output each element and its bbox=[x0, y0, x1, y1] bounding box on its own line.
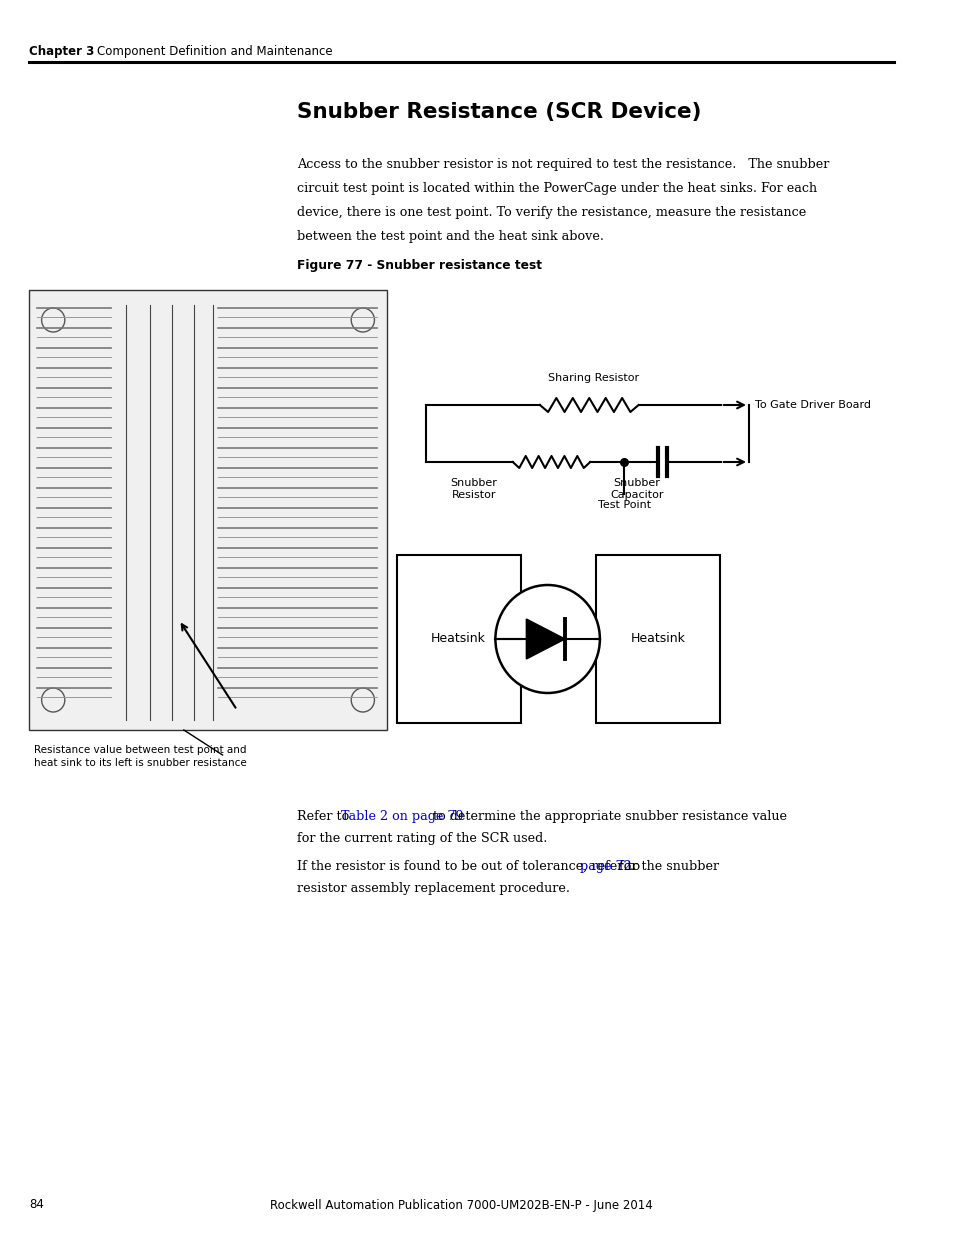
Text: Access to the snubber resistor is not required to test the resistance.   The snu: Access to the snubber resistor is not re… bbox=[296, 158, 828, 170]
Text: for the current rating of the SCR used.: for the current rating of the SCR used. bbox=[296, 832, 547, 845]
Text: If the resistor is found to be out of tolerance, refer to: If the resistor is found to be out of to… bbox=[296, 860, 643, 873]
Text: between the test point and the heat sink above.: between the test point and the heat sink… bbox=[296, 230, 603, 243]
Text: for the snubber: for the snubber bbox=[614, 860, 718, 873]
Text: 84: 84 bbox=[29, 1198, 44, 1212]
Text: Refer to: Refer to bbox=[296, 810, 353, 823]
Text: device, there is one test point. To verify the resistance, measure the resistanc: device, there is one test point. To veri… bbox=[296, 206, 805, 219]
Text: Resistor: Resistor bbox=[452, 490, 496, 500]
Bar bbox=[396, 555, 520, 722]
Text: to determine the appropriate snubber resistance value: to determine the appropriate snubber res… bbox=[429, 810, 786, 823]
Text: resistor assembly replacement procedure.: resistor assembly replacement procedure. bbox=[296, 882, 570, 895]
Text: Capacitor: Capacitor bbox=[609, 490, 662, 500]
Polygon shape bbox=[526, 619, 564, 659]
Text: Table 2 on page 79: Table 2 on page 79 bbox=[340, 810, 463, 823]
Text: Chapter 3: Chapter 3 bbox=[29, 46, 94, 58]
Text: Figure 77 - Snubber resistance test: Figure 77 - Snubber resistance test bbox=[296, 258, 541, 272]
Bar bbox=[29, 290, 387, 730]
Text: Test Point: Test Point bbox=[597, 500, 650, 510]
Text: Resistance value between test point and
heat sink to its left is snubber resista: Resistance value between test point and … bbox=[33, 745, 247, 768]
Text: circuit test point is located within the PowerCage under the heat sinks. For eac: circuit test point is located within the… bbox=[296, 182, 817, 195]
Circle shape bbox=[495, 585, 599, 693]
Text: Sharing Resistor: Sharing Resistor bbox=[547, 373, 638, 383]
Text: Heatsink: Heatsink bbox=[630, 632, 684, 646]
Text: To Gate Driver Board: To Gate Driver Board bbox=[754, 400, 870, 410]
Text: Component Definition and Maintenance: Component Definition and Maintenance bbox=[96, 46, 332, 58]
Bar bbox=[596, 555, 720, 722]
Text: Rockwell Automation Publication 7000-UM202B-EN-P - June 2014: Rockwell Automation Publication 7000-UM2… bbox=[270, 1198, 652, 1212]
Text: page 72: page 72 bbox=[579, 860, 632, 873]
Text: Snubber Resistance (SCR Device): Snubber Resistance (SCR Device) bbox=[296, 103, 700, 122]
Text: Snubber: Snubber bbox=[450, 478, 497, 488]
Text: Heatsink: Heatsink bbox=[431, 632, 485, 646]
Text: Snubber: Snubber bbox=[613, 478, 659, 488]
